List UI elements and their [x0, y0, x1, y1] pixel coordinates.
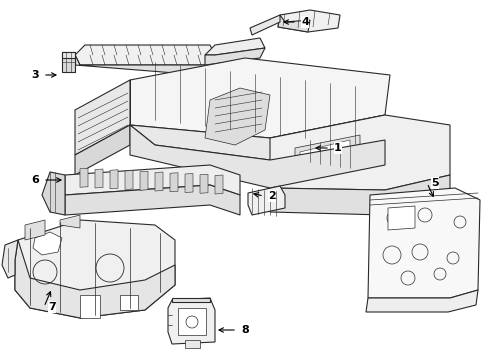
Polygon shape: [200, 174, 207, 193]
Polygon shape: [2, 240, 18, 278]
Polygon shape: [15, 240, 175, 318]
Polygon shape: [215, 175, 223, 194]
Polygon shape: [278, 10, 339, 32]
Polygon shape: [140, 171, 148, 190]
Polygon shape: [95, 169, 103, 188]
Polygon shape: [25, 220, 45, 240]
Polygon shape: [178, 308, 205, 335]
Text: 6: 6: [31, 175, 39, 185]
Polygon shape: [204, 48, 264, 65]
Polygon shape: [80, 168, 88, 187]
Text: 8: 8: [241, 325, 248, 335]
Polygon shape: [130, 125, 384, 188]
Polygon shape: [278, 15, 309, 32]
Polygon shape: [294, 135, 359, 173]
Polygon shape: [33, 232, 62, 255]
Polygon shape: [42, 172, 65, 215]
Polygon shape: [110, 170, 118, 189]
Text: 7: 7: [48, 302, 56, 312]
Polygon shape: [172, 298, 209, 302]
Text: 2: 2: [267, 191, 275, 201]
Polygon shape: [168, 298, 215, 344]
Polygon shape: [130, 80, 384, 160]
Polygon shape: [125, 171, 133, 189]
Polygon shape: [269, 115, 449, 190]
Polygon shape: [184, 174, 193, 193]
Polygon shape: [75, 55, 204, 75]
Polygon shape: [387, 206, 414, 230]
Text: 4: 4: [301, 17, 308, 27]
Polygon shape: [155, 172, 163, 191]
Polygon shape: [65, 165, 240, 195]
Polygon shape: [365, 290, 477, 312]
Polygon shape: [62, 52, 75, 72]
Polygon shape: [75, 80, 130, 155]
Text: 3: 3: [31, 70, 39, 80]
Polygon shape: [247, 186, 285, 215]
Polygon shape: [75, 45, 215, 65]
Polygon shape: [367, 188, 479, 298]
Polygon shape: [65, 185, 240, 215]
Polygon shape: [249, 15, 280, 35]
Text: 1: 1: [333, 143, 341, 153]
Polygon shape: [80, 295, 100, 318]
Polygon shape: [170, 173, 178, 192]
Polygon shape: [60, 215, 80, 228]
Polygon shape: [120, 295, 138, 310]
Polygon shape: [269, 175, 449, 215]
Text: 5: 5: [430, 178, 438, 188]
Polygon shape: [299, 140, 349, 170]
Polygon shape: [204, 38, 264, 55]
Polygon shape: [130, 58, 389, 138]
Polygon shape: [184, 340, 200, 348]
Polygon shape: [75, 125, 130, 175]
Polygon shape: [15, 220, 175, 318]
Polygon shape: [62, 52, 75, 58]
Polygon shape: [204, 88, 269, 145]
